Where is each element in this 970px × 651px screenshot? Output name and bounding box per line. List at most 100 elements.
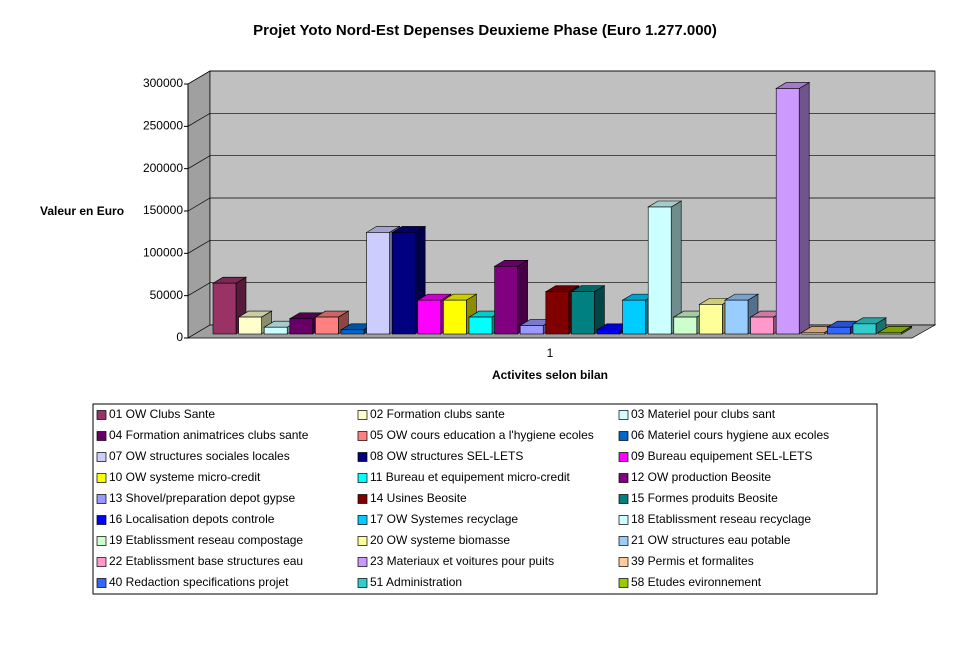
legend-swatch [357, 515, 368, 525]
chart-title: Projet Yoto Nord-Est Depenses Deuxieme P… [253, 22, 717, 39]
legend-swatch [618, 431, 629, 441]
legend-label: 16 Localisation depots controle [109, 512, 275, 526]
y-tick-label: 300000 [143, 76, 183, 90]
bar [571, 291, 595, 335]
legend-label: 18 Etablissment reseau recyclage [631, 512, 811, 526]
legend-label: 58 Etudes evironnement [631, 575, 762, 589]
legend-label: 19 Etablissment reseau compostage [109, 533, 303, 547]
legend-label: 12 OW production Beosite [631, 470, 771, 484]
bar [366, 232, 390, 335]
legend [92, 403, 878, 595]
legend-label: 51 Administration [370, 575, 462, 589]
bar [263, 326, 288, 335]
legend-label: 23 Materiaux et voitures pour puits [370, 554, 554, 568]
legend-label: 14 Usines Beosite [370, 491, 467, 505]
legend-swatch [618, 515, 629, 525]
legend-swatch [96, 494, 107, 504]
legend-label: 06 Materiel cours hygiene aux ecoles [631, 428, 829, 442]
legend-label: 15 Formes produits Beosite [631, 491, 778, 505]
legend-swatch [357, 452, 368, 462]
legend-label: 13 Shovel/preparation depot gypse [109, 491, 295, 505]
legend-label: 01 OW Clubs Sante [109, 407, 215, 421]
legend-label: 07 OW structures sociales locales [109, 449, 290, 463]
legend-swatch [357, 494, 368, 504]
legend-label: 09 Bureau equipement SEL-LETS [631, 449, 812, 463]
legend-swatch [357, 410, 368, 420]
legend-swatch [618, 452, 629, 462]
bar [827, 326, 851, 335]
legend-swatch [96, 431, 107, 441]
bar [340, 329, 365, 335]
bar [647, 206, 672, 335]
legend-swatch [618, 494, 629, 504]
y-tick-label: 50000 [150, 288, 184, 302]
legend-swatch [96, 536, 107, 546]
grid-line [187, 282, 935, 296]
grid-line [187, 112, 935, 127]
y-tick-label: 200000 [143, 161, 183, 175]
legend-label: 04 Formation animatrices clubs sante [109, 428, 309, 442]
legend-label: 40 Redaction specifications projet [109, 575, 289, 589]
bar [391, 232, 416, 335]
bar [724, 299, 749, 335]
grid-line [187, 197, 935, 212]
bar [750, 316, 774, 335]
x-axis-title: Activites selon bilan [492, 368, 608, 382]
legend-label: 22 Etablissment base structures eau [109, 554, 303, 568]
bar [545, 291, 570, 335]
legend-label: 21 OW structures eau potable [631, 533, 791, 547]
legend-label: 02 Formation clubs sante [370, 407, 505, 421]
legend-swatch [96, 410, 107, 420]
legend-swatch [618, 473, 629, 483]
bar [878, 332, 902, 335]
bar [494, 265, 518, 335]
legend-label: 39 Permis et formalites [631, 554, 754, 568]
y-tick-label: 100000 [143, 246, 183, 260]
bar [519, 325, 544, 335]
legend-label: 17 OW Systemes recyclage [370, 512, 518, 526]
legend-swatch [357, 431, 368, 441]
bar [212, 282, 237, 335]
y-axis-title: Valeur en Euro [40, 204, 124, 218]
bar [289, 318, 314, 335]
legend-swatch [96, 515, 107, 525]
legend-label: 20 OW systeme biomasse [370, 533, 510, 547]
legend-swatch [357, 473, 368, 483]
legend-swatch [96, 578, 107, 588]
legend-label: 03 Materiel pour clubs sant [631, 407, 776, 421]
bar [699, 304, 723, 335]
bar [801, 332, 826, 335]
bar [315, 316, 339, 335]
legend-swatch [357, 536, 368, 546]
y-tick-label: 150000 [143, 203, 183, 217]
bar [622, 299, 646, 335]
legend-swatch [618, 578, 629, 588]
bar [238, 316, 262, 335]
bar [443, 299, 467, 335]
bar [417, 299, 442, 335]
y-tick-label: 0 [176, 330, 183, 344]
legend-swatch [96, 557, 107, 567]
x-tick-label: 1 [547, 346, 554, 360]
bar [673, 316, 698, 335]
legend-swatch [357, 557, 368, 567]
legend-swatch [618, 536, 629, 546]
grid-line [187, 239, 935, 254]
bar-side [798, 81, 810, 335]
bar [775, 88, 800, 335]
legend-label: 08 OW structures SEL-LETS [370, 449, 523, 463]
bar [852, 323, 877, 335]
grid-line [187, 70, 935, 85]
legend-swatch [96, 473, 107, 483]
legend-swatch [357, 578, 368, 588]
legend-swatch [618, 410, 629, 420]
legend-label: 10 OW systeme micro-credit [109, 470, 261, 484]
legend-label: 11 Bureau et equipement micro-credit [370, 470, 571, 484]
legend-swatch [96, 452, 107, 462]
bar [596, 329, 621, 335]
legend-label: 05 OW cours education a l'hygiene ecoles [370, 428, 594, 442]
legend-swatch [618, 557, 629, 567]
bar [468, 316, 493, 335]
y-tick-label: 250000 [143, 119, 183, 133]
